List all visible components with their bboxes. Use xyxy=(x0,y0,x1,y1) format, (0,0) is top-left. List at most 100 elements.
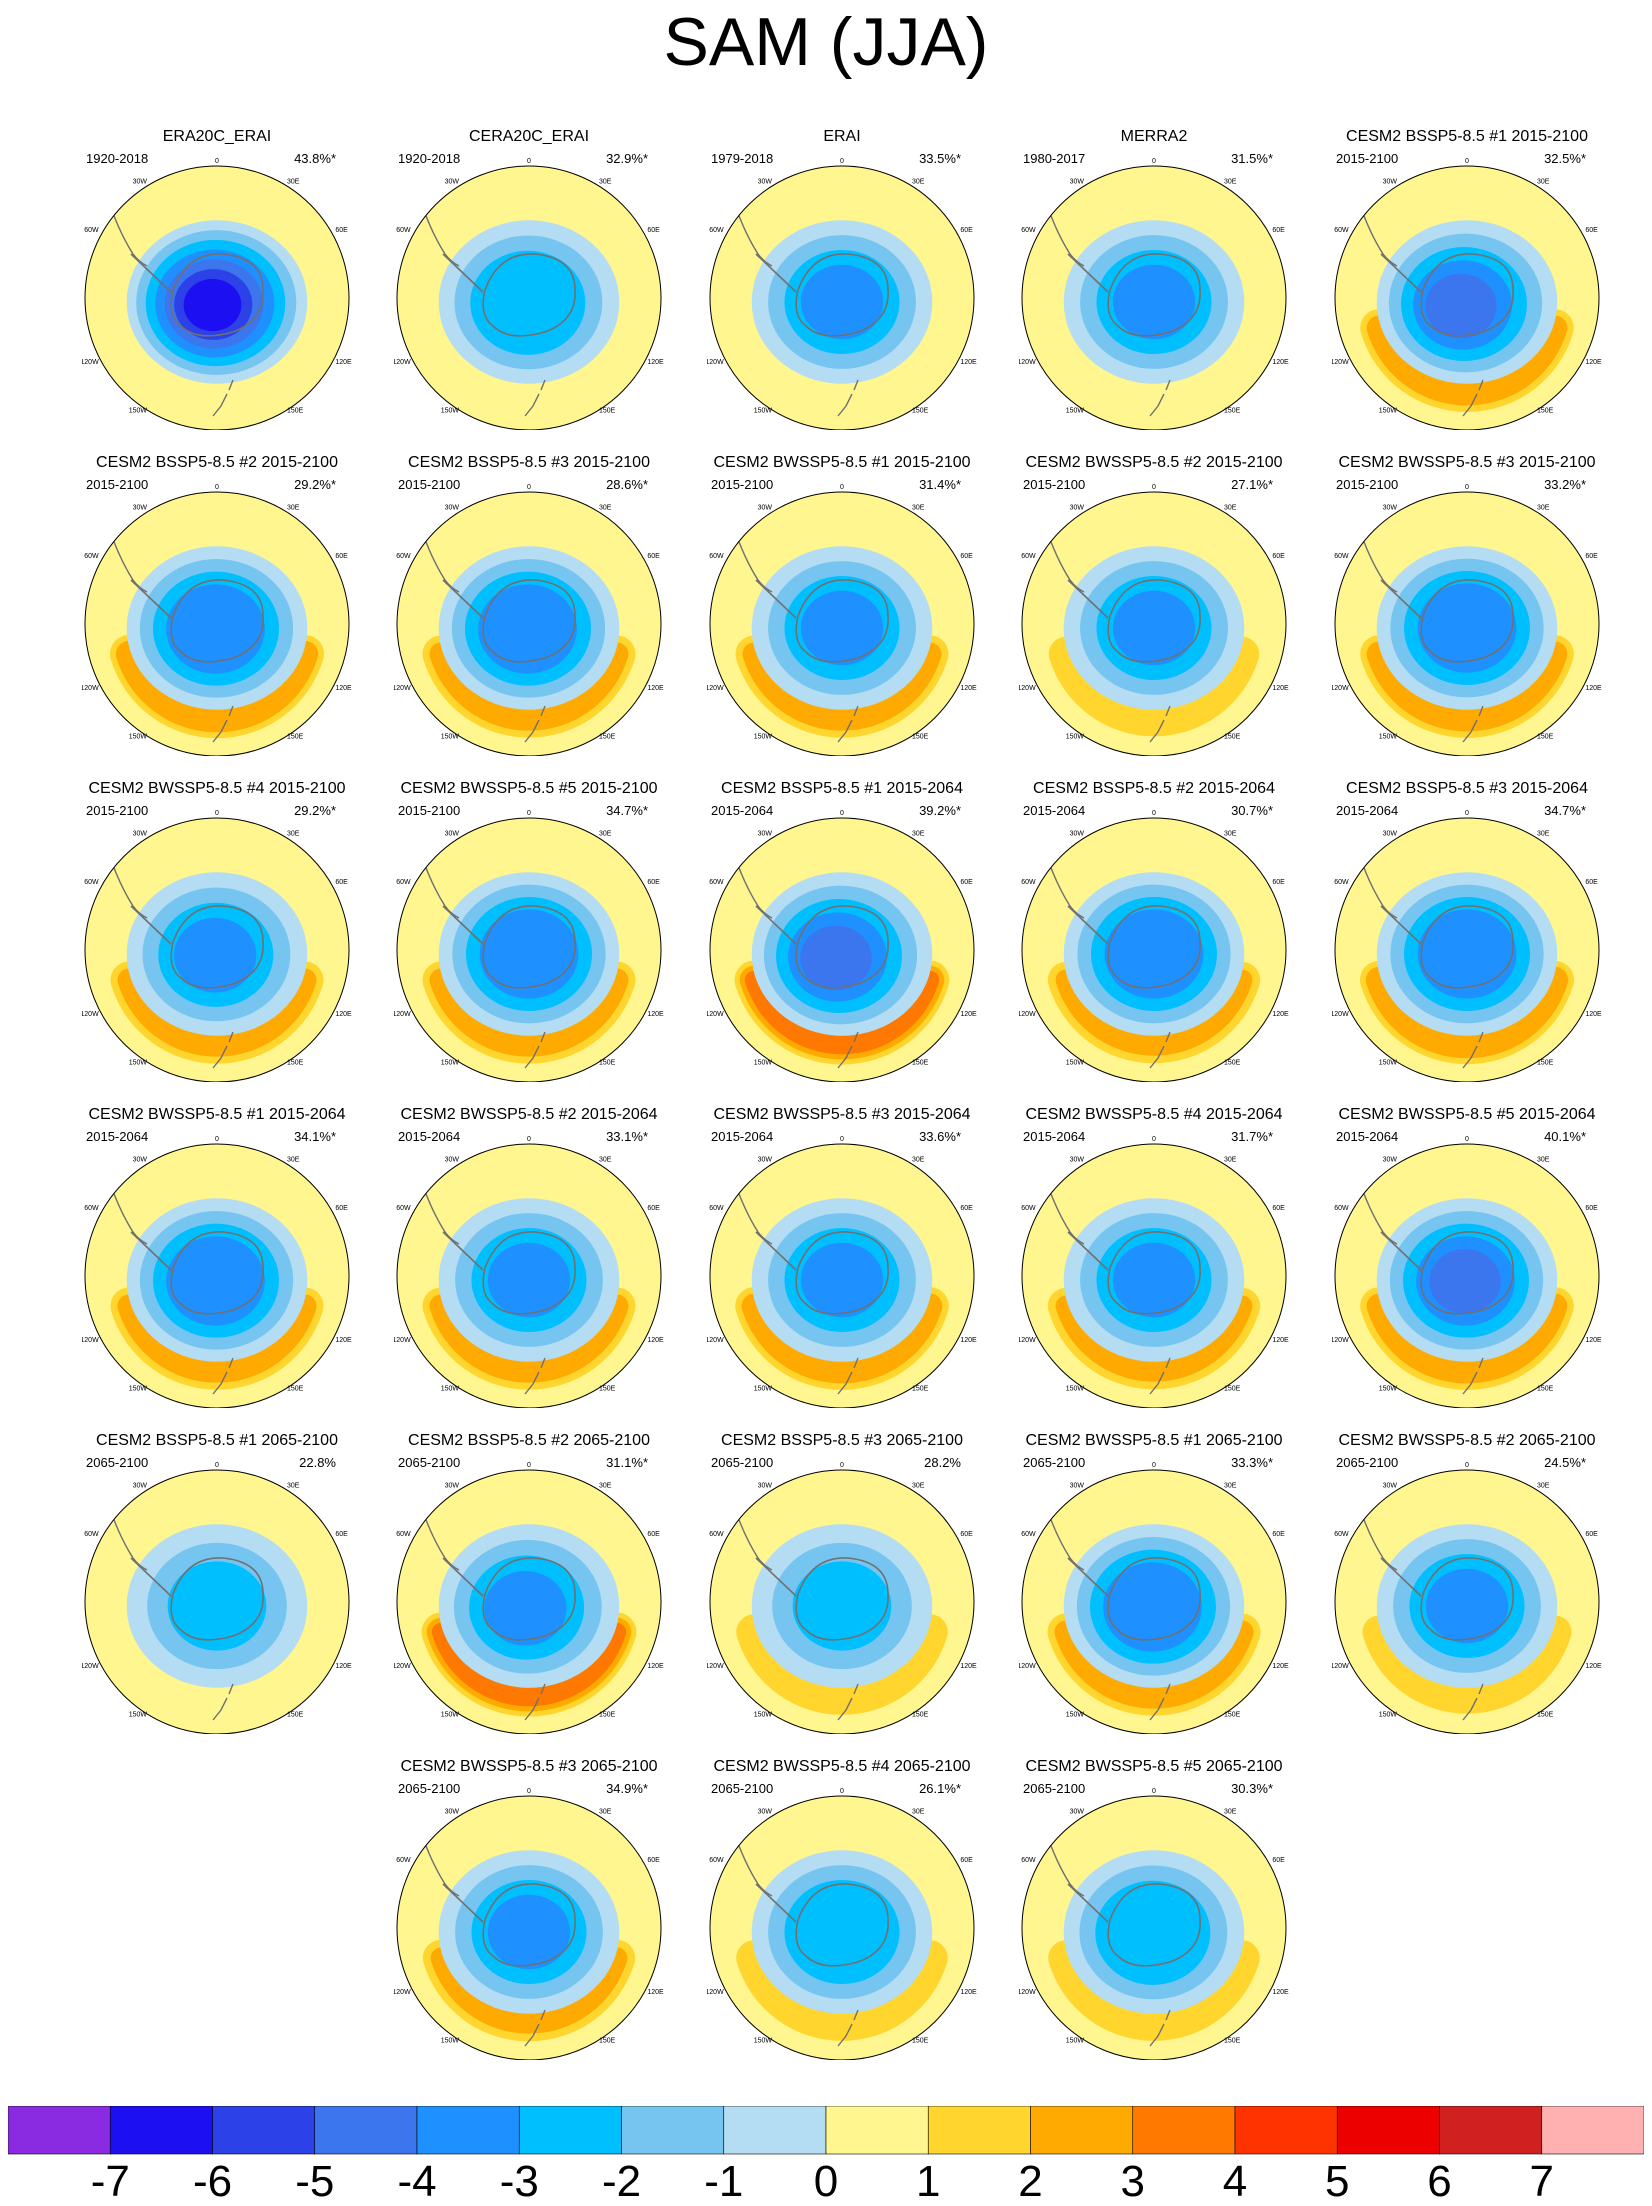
longitude-label: 150E xyxy=(599,407,616,414)
negative-anomaly-contour xyxy=(1112,590,1196,666)
longitude-label: 30E xyxy=(1537,179,1550,186)
longitude-label: 30E xyxy=(599,1157,612,1164)
longitude-label: 30E xyxy=(287,179,300,186)
map-border xyxy=(1021,1795,1287,2060)
panel-title: ERA20C_ERAI xyxy=(162,128,272,145)
panel-variance-explained: 29.2%* xyxy=(294,477,336,492)
longitude-label: 30E xyxy=(599,831,612,838)
coastline xyxy=(1067,253,1201,337)
panel-title: CESM2 BSSP5-8.5 #1 2015-2100 xyxy=(1346,128,1588,145)
longitude-label: 30W xyxy=(445,1809,460,1816)
longitude-label: 150E xyxy=(912,407,929,414)
coastline xyxy=(420,853,460,919)
map-panel: CESM2 BSSP5-8.5 #1 2015-2100 2015-2100 32.… xyxy=(1322,128,1612,430)
coastline xyxy=(1045,527,1085,593)
panel-title: CESM2 BSSP5-8.5 #3 2015-2100 xyxy=(408,454,650,471)
longitude-label: 60E xyxy=(1272,1531,1285,1538)
negative-anomaly-contour xyxy=(800,590,884,666)
longitude-label: 30E xyxy=(287,831,300,838)
colorbar-tick-label: 5 xyxy=(1325,2157,1350,2206)
longitude-label: 30E xyxy=(287,1157,300,1164)
longitude-label: 30E xyxy=(1537,505,1550,512)
coastline xyxy=(524,379,546,417)
negative-anomaly-contour xyxy=(784,1879,900,1985)
longitude-label: 120E xyxy=(1272,1011,1289,1018)
longitude-label: 60W xyxy=(1334,879,1349,886)
panel-title: CESM2 BWSSP5-8.5 #2 2015-2100 xyxy=(1025,454,1283,471)
longitude-label: 60E xyxy=(335,879,348,886)
colorbar-swatch xyxy=(723,2106,827,2155)
coastline xyxy=(837,379,859,417)
longitude-label: 120E xyxy=(960,1337,977,1344)
longitude-label: 0 xyxy=(215,1462,219,1469)
longitude-label: 150E xyxy=(599,1059,616,1066)
longitude-label: 150W xyxy=(1379,733,1398,740)
longitude-label: 0 xyxy=(1465,1462,1469,1469)
longitude-label: 30E xyxy=(287,505,300,512)
positive-anomaly-contour xyxy=(1055,1295,1253,1382)
longitude-label: 150E xyxy=(287,407,304,414)
coastline xyxy=(1045,1179,1085,1245)
panel-variance-explained: 40.1%* xyxy=(1544,1129,1586,1144)
negative-anomaly-contour xyxy=(183,278,242,332)
longitude-label: 30E xyxy=(1224,1157,1237,1164)
longitude-label: 150W xyxy=(129,1711,148,1718)
coastline xyxy=(442,1557,576,1641)
longitude-label: 60E xyxy=(1272,227,1285,234)
longitude-label: 30E xyxy=(1224,1809,1237,1816)
panel-period: 2015-2064 xyxy=(711,803,774,818)
longitude-label: 150W xyxy=(754,733,773,740)
longitude-label: 30W xyxy=(758,1483,773,1490)
positive-anomaly-contour xyxy=(1048,1940,1260,2041)
longitude-label: 30W xyxy=(133,179,148,186)
coastline xyxy=(837,705,859,743)
longitude-label: 150E xyxy=(599,2037,616,2044)
longitude-label: 120W xyxy=(1019,359,1036,366)
panel-variance-explained: 27.1%* xyxy=(1231,477,1273,492)
coastline xyxy=(420,201,460,267)
longitude-label: 120W xyxy=(707,1663,724,1670)
positive-anomaly-contour xyxy=(429,968,629,1057)
longitude-label: 120E xyxy=(1272,1337,1289,1344)
longitude-label: 150W xyxy=(441,407,460,414)
map-panel: MERRA21980-201731.5%*018030W30E60W60E90W… xyxy=(1009,128,1299,430)
longitude-label: 120E xyxy=(335,359,352,366)
panel-title: CESM2 BSSP5-8.5 #1 2015-2064 xyxy=(721,780,963,797)
longitude-label: 120W xyxy=(1019,1011,1036,1018)
polar-map: 018030W30E60W60E90W90E120W120E150W150E xyxy=(707,484,977,756)
longitude-label: 30W xyxy=(1070,831,1085,838)
longitude-label: 60E xyxy=(1272,1205,1285,1212)
map-panel: CESM2 BSSP5-8.5 #1 2065-2100 2065-2100 22.… xyxy=(72,1432,362,1734)
panel-title: CESM2 BWSSP5-8.5 #5 2015-2064 xyxy=(1338,1106,1596,1123)
longitude-label: 30W xyxy=(445,831,460,838)
polar-map: 018030W30E60W60E90W90E120W120E150W150E xyxy=(1019,810,1289,1082)
polar-map: 018030W30E60W60E90W90E120W120E150W150E xyxy=(82,1462,352,1734)
longitude-label: 30W xyxy=(758,505,773,512)
positive-anomaly-contour xyxy=(1362,1615,1572,1714)
map-border xyxy=(1021,1143,1287,1408)
longitude-label: 150E xyxy=(287,1059,304,1066)
panel-variance-explained: 28.2% xyxy=(924,1455,961,1470)
longitude-label: 60E xyxy=(1585,227,1598,234)
coastline xyxy=(837,2009,859,2047)
positive-anomaly-contour xyxy=(429,1294,629,1383)
colorbar-swatch xyxy=(212,2106,316,2155)
coastline xyxy=(442,579,576,663)
coastline xyxy=(130,1557,264,1641)
map-panel: CESM2 BWSSP5-8.5 #5 2015-2100 2015-2100 34… xyxy=(384,780,674,1082)
longitude-label: 30E xyxy=(599,1483,612,1490)
coastline xyxy=(1358,1505,1398,1571)
panel-title: CESM2 BWSSP5-8.5 #4 2015-2100 xyxy=(88,780,346,797)
longitude-label: 30W xyxy=(1070,1483,1085,1490)
positive-anomaly-contour xyxy=(117,1294,317,1383)
map-border xyxy=(1334,1469,1600,1734)
longitude-label: 120E xyxy=(1272,1663,1289,1670)
coastline xyxy=(1380,253,1514,337)
longitude-label: 150E xyxy=(1224,1711,1241,1718)
panel-variance-explained: 33.2%* xyxy=(1544,477,1586,492)
longitude-label: 150E xyxy=(1537,1059,1554,1066)
longitude-label: 120W xyxy=(82,685,99,692)
map-panel: CESM2 BSSP5-8.5 #2 2015-2100 2015-2100 29.… xyxy=(72,454,362,756)
map-border xyxy=(709,491,975,756)
longitude-label: 60W xyxy=(709,1205,724,1212)
